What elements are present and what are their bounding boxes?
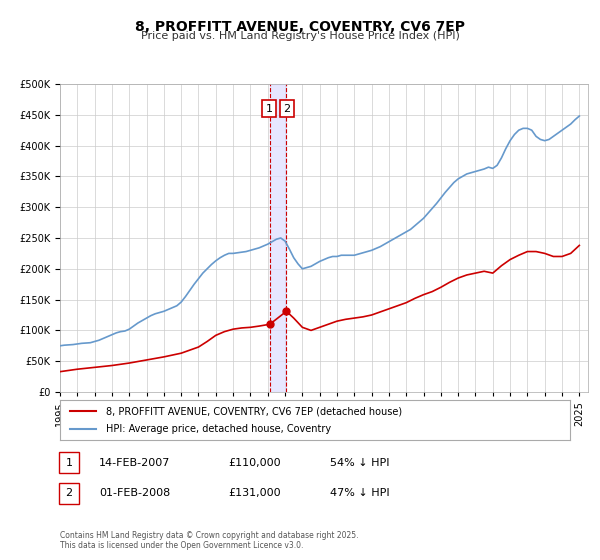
Text: 01-FEB-2008: 01-FEB-2008: [99, 488, 170, 498]
Text: 1: 1: [266, 104, 273, 114]
Text: £110,000: £110,000: [228, 458, 281, 468]
Text: HPI: Average price, detached house, Coventry: HPI: Average price, detached house, Cove…: [106, 423, 331, 433]
Text: £131,000: £131,000: [228, 488, 281, 498]
Text: 1: 1: [65, 458, 73, 468]
Text: 14-FEB-2007: 14-FEB-2007: [99, 458, 170, 468]
Text: 8, PROFFITT AVENUE, COVENTRY, CV6 7EP: 8, PROFFITT AVENUE, COVENTRY, CV6 7EP: [135, 20, 465, 34]
Bar: [270, 84, 286, 392]
Text: 2: 2: [283, 104, 290, 114]
Text: Price paid vs. HM Land Registry's House Price Index (HPI): Price paid vs. HM Land Registry's House …: [140, 31, 460, 41]
Text: Contains HM Land Registry data © Crown copyright and database right 2025.
This d: Contains HM Land Registry data © Crown c…: [60, 530, 359, 550]
Text: 2: 2: [65, 488, 73, 498]
Text: 8, PROFFITT AVENUE, COVENTRY, CV6 7EP (detached house): 8, PROFFITT AVENUE, COVENTRY, CV6 7EP (d…: [106, 407, 402, 417]
Text: 47% ↓ HPI: 47% ↓ HPI: [330, 488, 389, 498]
Text: 54% ↓ HPI: 54% ↓ HPI: [330, 458, 389, 468]
